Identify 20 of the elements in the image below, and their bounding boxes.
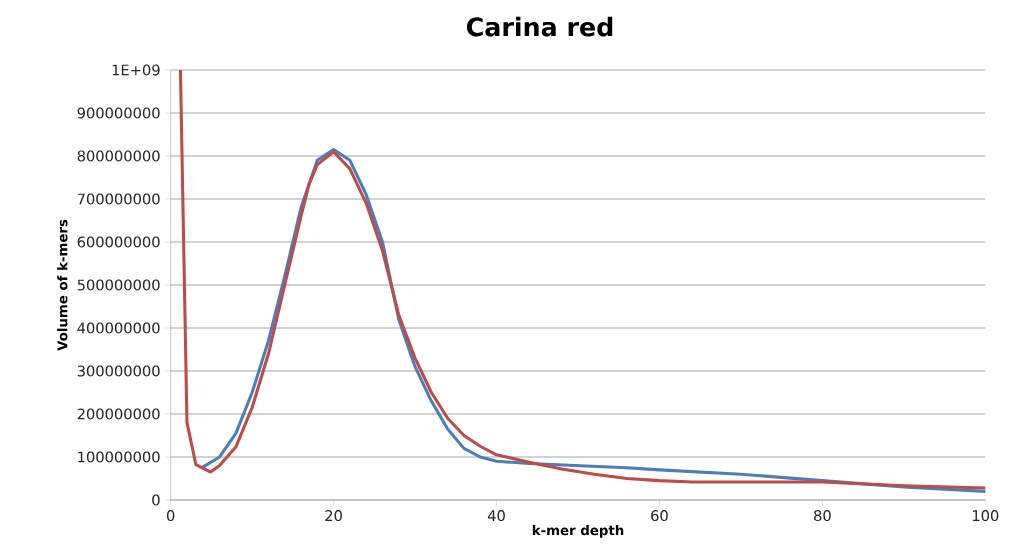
y-tick-label: 700000000 [77,193,160,205]
x-tick-label: 0 [166,510,175,522]
y-tick-label: 1E+09 [112,64,160,76]
y-axis-title: Volume of k-mers [57,219,68,351]
x-axis-title: k-mer depth [532,524,624,538]
y-tick-label: 0 [152,494,160,506]
y-tick-label: 800000000 [77,150,160,162]
y-tick-label: 900000000 [77,107,160,119]
x-tick-label: 60 [651,510,668,522]
y-tick-label: 200000000 [77,408,160,420]
x-tick-label: 100 [972,510,999,522]
y-tick-label: 300000000 [77,365,160,377]
y-tick-label: 500000000 [77,279,160,291]
chart-title: Carina red [466,16,613,37]
y-tick-label: 400000000 [77,322,160,334]
x-tick-label: 20 [325,510,342,522]
y-tick-label: 600000000 [77,236,160,248]
y-tick-label: 100000000 [78,451,160,463]
x-tick-label: 40 [487,510,505,522]
x-tick-label: 80 [814,510,831,522]
